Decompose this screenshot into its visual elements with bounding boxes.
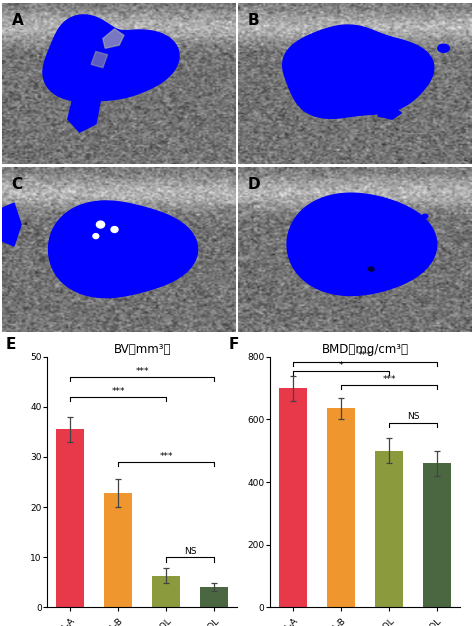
Polygon shape	[378, 106, 401, 119]
Polygon shape	[287, 193, 437, 295]
Polygon shape	[2, 203, 21, 246]
Text: F: F	[228, 337, 239, 352]
Bar	[201, 587, 228, 607]
Bar	[327, 409, 355, 607]
Text: NS: NS	[184, 547, 197, 556]
Text: ***: ***	[111, 387, 125, 396]
Ellipse shape	[111, 227, 118, 232]
Polygon shape	[103, 29, 124, 48]
Ellipse shape	[128, 272, 134, 276]
Bar	[375, 451, 403, 607]
Polygon shape	[283, 25, 434, 118]
Text: ***: ***	[160, 452, 173, 461]
Title: BV（mm³）: BV（mm³）	[113, 342, 171, 356]
Ellipse shape	[88, 260, 95, 265]
Ellipse shape	[93, 233, 99, 239]
Bar	[56, 429, 84, 607]
Text: B: B	[247, 13, 259, 28]
Polygon shape	[68, 90, 100, 132]
Text: ***: ***	[383, 375, 396, 384]
Bar	[279, 388, 307, 607]
Text: E: E	[6, 337, 16, 352]
Text: D: D	[247, 177, 260, 192]
Polygon shape	[91, 51, 108, 68]
Ellipse shape	[96, 221, 105, 228]
Text: ***: ***	[358, 351, 372, 361]
Ellipse shape	[422, 214, 428, 218]
Bar	[152, 576, 180, 607]
Text: *: *	[338, 361, 343, 369]
Bar	[104, 493, 132, 607]
Text: C: C	[12, 177, 23, 192]
Ellipse shape	[368, 267, 374, 271]
Ellipse shape	[105, 280, 110, 284]
Text: A: A	[12, 13, 24, 28]
Polygon shape	[43, 15, 179, 101]
Title: BMD（mg/cm³）: BMD（mg/cm³）	[321, 342, 409, 356]
Bar	[423, 463, 451, 607]
Text: NS: NS	[407, 413, 419, 421]
Polygon shape	[48, 201, 198, 297]
Text: ***: ***	[136, 367, 149, 376]
Ellipse shape	[438, 44, 449, 53]
